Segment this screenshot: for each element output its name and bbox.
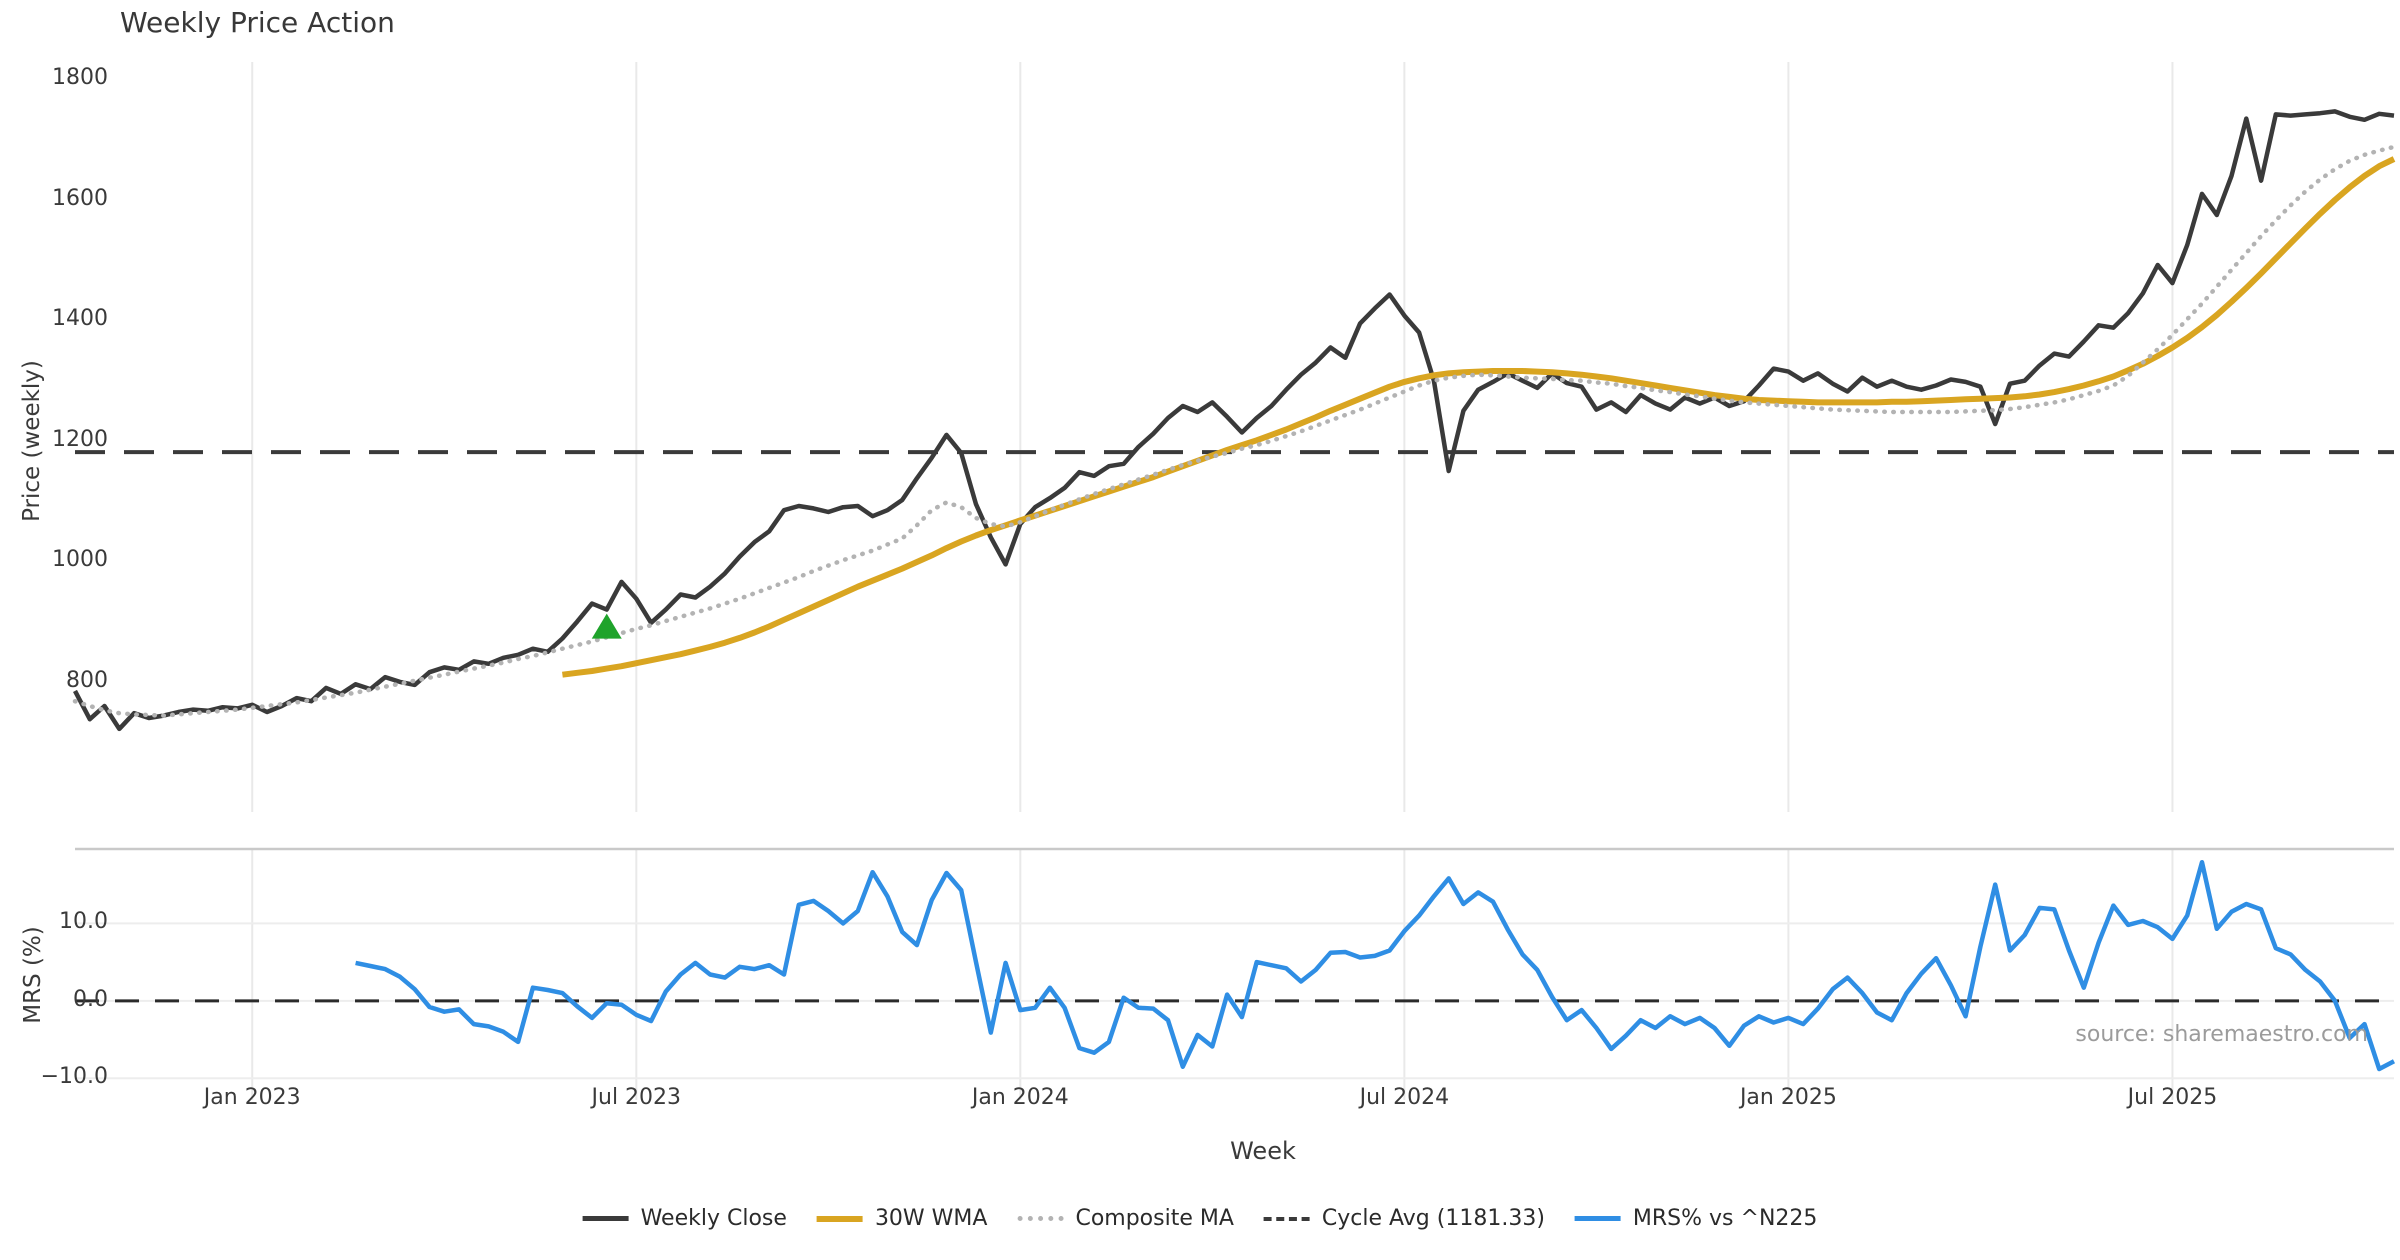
legend-item-weekly-close: Weekly Close [582,1206,787,1231]
price-y-tick-label: 1000 [52,547,108,573]
legend-item-30w-wma: 30W WMA [816,1206,988,1231]
x-tick-label: Jan 2025 [1739,1085,1837,1110]
x-tick-label: Jul 2025 [2127,1085,2218,1110]
price-y-tick-label: 1400 [52,306,108,332]
composite-ma-line-swatch-icon [1017,1216,1064,1221]
x-tick-label: Jul 2023 [591,1085,682,1110]
price-y-tick-label: 1800 [52,65,108,91]
legend-item-mrs: MRS% vs ^N225 [1574,1206,1818,1231]
mrs-line-swatch-icon [1574,1216,1621,1221]
price-y-tick-label: 1600 [52,185,108,211]
source-note: source: sharemaestro.com [2075,1022,2368,1047]
legend-label: Composite MA [1075,1206,1234,1231]
x-tick-label: Jul 2024 [1359,1085,1450,1110]
weekly-close-line-swatch-icon [582,1216,629,1221]
legend-item-composite-ma: Composite MA [1017,1206,1234,1231]
mrs-y-tick-label: 10.0 [59,909,108,935]
legend: Weekly Close 30W WMA Composite MA Cycle … [582,1206,1818,1231]
legend-label: Weekly Close [640,1206,787,1231]
price-y-tick-label: 1200 [52,426,108,452]
chart-title: Weekly Price Action [120,6,395,39]
legend-label: MRS% vs ^N225 [1632,1206,1818,1231]
x-axis-label: Week [1230,1137,1296,1165]
legend-label: 30W WMA [874,1206,988,1231]
mrs-y-tick-label: 0.0 [73,986,108,1012]
legend-label: Cycle Avg (1181.33) [1321,1206,1545,1231]
x-tick-label: Jan 2023 [203,1085,301,1110]
wma-line-swatch-icon [816,1215,863,1222]
legend-item-cycle-avg: Cycle Avg (1181.33) [1263,1206,1545,1231]
price-y-tick-label: 800 [66,667,108,693]
x-tick-label: Jan 2024 [971,1085,1069,1110]
mrs-y-tick-label: −10.0 [40,1064,108,1090]
cycle-avg-line-swatch-icon [1263,1216,1310,1221]
